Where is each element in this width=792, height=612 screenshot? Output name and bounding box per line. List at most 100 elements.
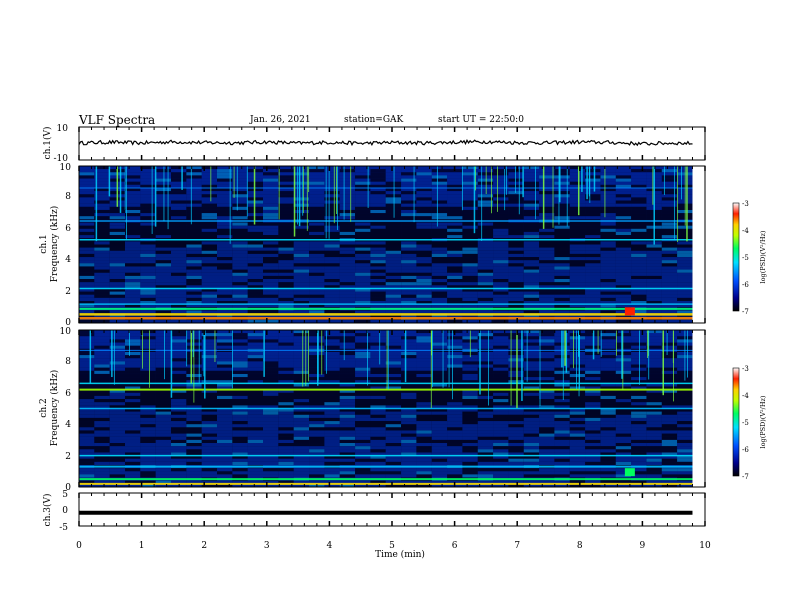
spec-cell bbox=[293, 395, 309, 399]
spec-cell bbox=[462, 474, 478, 478]
spec-cell bbox=[677, 279, 693, 283]
spec-cell bbox=[447, 439, 463, 443]
spec-cell bbox=[263, 452, 279, 456]
spec-cell bbox=[600, 288, 616, 292]
spec-cell bbox=[416, 358, 432, 362]
spec-cell bbox=[585, 342, 601, 346]
spec-cell bbox=[508, 294, 524, 298]
spec-cell bbox=[661, 389, 678, 393]
spec-cell bbox=[523, 446, 540, 450]
spec-cell bbox=[370, 206, 386, 210]
spec-cell bbox=[661, 370, 678, 374]
spec-cell bbox=[339, 361, 355, 365]
spec-cell bbox=[155, 443, 171, 447]
spec-cell bbox=[324, 235, 340, 239]
spec-cell bbox=[416, 319, 432, 323]
spec-cell bbox=[585, 443, 601, 447]
spec-cell bbox=[309, 333, 325, 337]
spec-cell bbox=[217, 361, 233, 365]
spec-cell bbox=[355, 446, 371, 450]
spec-cell bbox=[201, 392, 217, 396]
spec-cell bbox=[631, 288, 647, 292]
spec-cell bbox=[600, 455, 616, 459]
spec-cell bbox=[631, 443, 647, 447]
spec-cell bbox=[677, 210, 693, 214]
spec-cell bbox=[615, 184, 632, 188]
spec-cell bbox=[232, 169, 248, 173]
spec-cell bbox=[615, 449, 632, 453]
spec-cell bbox=[247, 427, 263, 431]
spec-cell bbox=[171, 304, 187, 308]
station-label: station=GAK bbox=[344, 115, 404, 125]
spec-cell bbox=[186, 166, 202, 170]
spec-cell bbox=[569, 383, 586, 387]
spec-cell bbox=[646, 345, 662, 349]
spec-cell bbox=[309, 175, 325, 179]
spec-cell bbox=[431, 355, 448, 359]
spec-cell bbox=[447, 216, 463, 220]
spec-cell bbox=[79, 386, 95, 390]
spec-cell bbox=[523, 374, 540, 378]
spec-cell bbox=[462, 194, 478, 198]
spec-cell bbox=[631, 188, 647, 192]
spec-cell bbox=[661, 483, 678, 487]
spec-cell bbox=[447, 266, 463, 270]
spec-cell bbox=[217, 430, 233, 434]
spec-cell bbox=[477, 339, 494, 343]
spec-cell bbox=[263, 172, 279, 176]
spec-cell bbox=[600, 345, 616, 349]
spec-cell bbox=[385, 352, 401, 356]
spec-cell bbox=[125, 272, 141, 276]
spec-cell bbox=[247, 247, 263, 251]
spec-cell bbox=[493, 333, 509, 337]
spec-cell bbox=[94, 358, 110, 362]
spec-cell bbox=[339, 455, 355, 459]
spec-cell bbox=[569, 424, 586, 428]
spec-cell bbox=[125, 430, 141, 434]
spec-cell bbox=[109, 468, 125, 472]
spec-cell bbox=[278, 184, 294, 188]
spec-cell bbox=[125, 352, 141, 356]
spec-cell bbox=[171, 181, 187, 185]
spec-cell bbox=[523, 222, 540, 226]
spec-cell bbox=[462, 374, 478, 378]
spec-cell bbox=[569, 370, 586, 374]
spec-cell bbox=[94, 275, 110, 279]
spec-cell bbox=[293, 449, 309, 453]
spec-cell bbox=[309, 257, 325, 261]
spec-cell bbox=[125, 301, 141, 305]
spec-cell bbox=[447, 188, 463, 192]
spec-cell bbox=[186, 424, 202, 428]
spec-cell bbox=[309, 188, 325, 192]
spec-cell bbox=[385, 443, 401, 447]
spec-cell bbox=[339, 424, 355, 428]
spec-cell bbox=[646, 367, 662, 371]
spec-cell bbox=[646, 439, 662, 443]
spec-cell bbox=[477, 436, 494, 440]
spec-cell bbox=[477, 225, 494, 229]
spec-cell bbox=[539, 197, 555, 201]
spec-cell bbox=[462, 282, 478, 286]
spec-cell bbox=[631, 253, 647, 257]
spec-cell bbox=[171, 446, 187, 450]
spec-cell bbox=[462, 188, 478, 192]
spec-cell bbox=[355, 175, 371, 179]
spec-cell bbox=[140, 364, 156, 368]
spec-cell bbox=[171, 275, 187, 279]
spec-cell bbox=[385, 355, 401, 359]
spec-cell bbox=[324, 439, 340, 443]
spec-cell bbox=[477, 257, 494, 261]
spec-cell bbox=[94, 374, 110, 378]
spec-cell bbox=[416, 386, 432, 390]
spec-cell bbox=[600, 468, 616, 472]
spec-cell bbox=[125, 213, 141, 217]
spec-cell bbox=[109, 288, 125, 292]
spec-cell bbox=[585, 172, 601, 176]
spec-cell bbox=[186, 178, 202, 182]
spec-cell bbox=[186, 430, 202, 434]
spec-cell bbox=[401, 471, 417, 475]
spec-cell bbox=[447, 272, 463, 276]
spec-cell bbox=[109, 383, 125, 387]
spec-cell bbox=[309, 461, 325, 465]
spec-cell bbox=[278, 455, 294, 459]
